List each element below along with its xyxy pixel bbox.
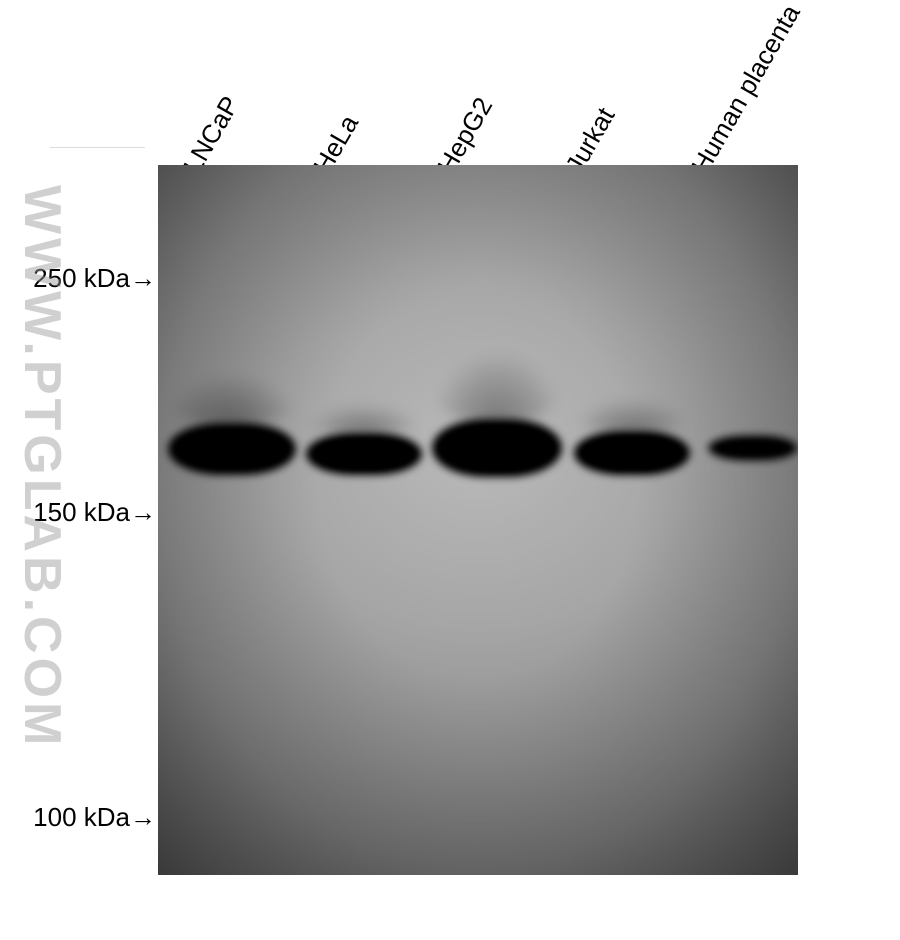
watermark-text: WWW.PTGLAB.COM — [12, 185, 72, 749]
arrow-right-icon: → — [130, 263, 156, 294]
blot-membrane — [158, 165, 798, 875]
arrow-right-icon: → — [130, 802, 156, 833]
arrow-right-icon: → — [130, 497, 156, 528]
marker-label: 100 kDa→ — [16, 802, 156, 833]
lane-label: Human placenta — [685, 0, 807, 179]
top-edge-line — [50, 147, 145, 148]
figure-container: LNCaP HeLa HepG2 Jurkat Human placenta 2… — [0, 0, 900, 940]
blot-vignette — [158, 165, 798, 875]
marker-text: 100 kDa — [33, 802, 130, 832]
